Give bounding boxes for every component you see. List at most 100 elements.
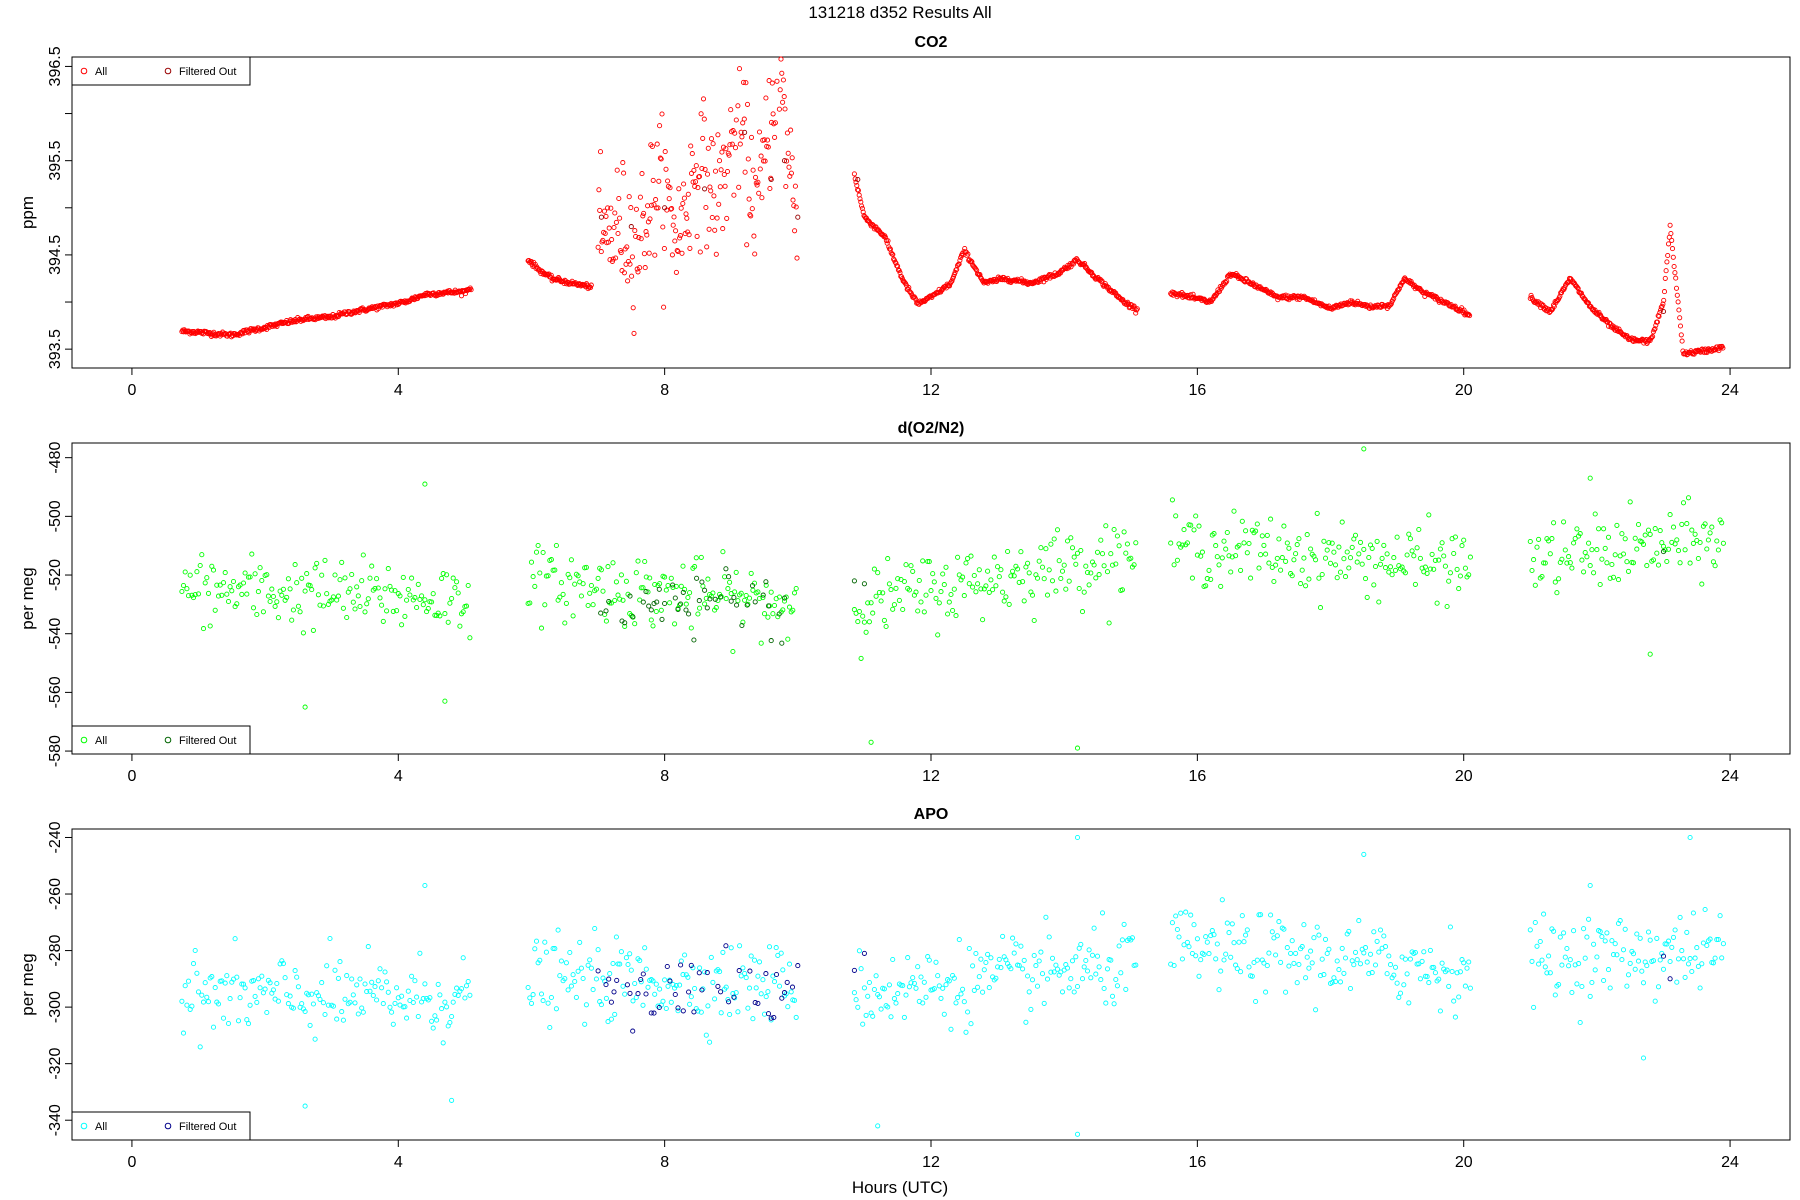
o2n2-all-point xyxy=(1238,567,1244,573)
apo-all-point xyxy=(1391,972,1397,978)
o2n2-all-point xyxy=(908,563,914,569)
o2n2-all-point xyxy=(1645,527,1652,533)
apo-y-tick-label: -320 xyxy=(47,1048,64,1080)
o2n2-all-point xyxy=(985,568,991,574)
o2n2-all-point xyxy=(1278,567,1284,573)
apo-legend-all-label: All xyxy=(95,1121,107,1133)
co2-all-point xyxy=(745,156,751,162)
co2-all-point xyxy=(763,95,769,101)
o2n2-all-point xyxy=(875,570,881,576)
o2n2-all-point xyxy=(315,592,321,598)
apo-all-point xyxy=(717,969,723,975)
apo-all-point xyxy=(863,1012,869,1018)
o2n2-all-point xyxy=(1416,526,1422,533)
apo-filtered-out-point xyxy=(765,1011,772,1017)
apo-all-point xyxy=(440,1040,446,1046)
apo-filtered-out-point xyxy=(608,999,614,1005)
apo-filtered-out-point xyxy=(635,991,641,997)
apo-all-point xyxy=(542,939,548,945)
o2n2-all-point xyxy=(1381,542,1387,548)
o2n2-all-point xyxy=(1091,562,1097,568)
o2n2-all-point xyxy=(354,584,360,590)
o2n2-all-point xyxy=(212,607,218,613)
o2n2-all-point xyxy=(1549,536,1555,542)
o2n2-all-point xyxy=(780,607,786,613)
apo-all-point xyxy=(753,985,759,991)
apo-all-point xyxy=(572,978,578,985)
o2n2-legend-filtered-out-label: Filtered Out xyxy=(179,735,236,747)
o2n2-all-point xyxy=(1456,586,1462,592)
o2n2-all-point xyxy=(1319,571,1325,578)
o2n2-all-point xyxy=(617,596,623,602)
o2n2-all-point xyxy=(723,596,729,602)
o2n2-all-point xyxy=(791,590,798,596)
co2-all-point xyxy=(751,233,757,239)
apo-all-point xyxy=(1577,1019,1583,1026)
co2-all-point xyxy=(685,191,691,197)
apo-all-point xyxy=(931,986,937,992)
apo-x-tick-label: 16 xyxy=(1188,1154,1206,1171)
apo-all-point xyxy=(1454,970,1460,976)
o2n2-all-point xyxy=(886,581,892,587)
apo-all-point xyxy=(352,1000,358,1006)
apo-all-point xyxy=(1121,921,1127,927)
o2n2-all-point xyxy=(1349,544,1355,550)
o2n2-all-point xyxy=(615,592,621,598)
o2n2-x-tick-label: 12 xyxy=(922,768,940,785)
o2n2-all-point xyxy=(991,554,997,560)
o2n2-all-point xyxy=(775,614,781,620)
o2n2-all-point xyxy=(540,549,546,556)
apo-all-point xyxy=(1625,972,1632,978)
o2n2-all-point xyxy=(359,578,365,584)
o2n2-all-point xyxy=(1352,532,1359,538)
o2n2-all-point xyxy=(1527,538,1533,545)
co2-all-point xyxy=(1667,222,1673,228)
o2n2-all-point xyxy=(1193,513,1199,519)
apo-all-point xyxy=(1536,961,1542,967)
apo-filtered-out-point xyxy=(667,978,673,984)
apo-all-point xyxy=(442,999,448,1005)
o2n2-all-point xyxy=(1667,512,1673,518)
o2n2-all-point xyxy=(1619,531,1625,537)
apo-x-tick-label: 0 xyxy=(127,1154,136,1171)
o2n2-all-point xyxy=(369,563,375,569)
apo-title: APO xyxy=(914,806,949,823)
o2n2-all-point xyxy=(920,558,926,564)
apo-all-point xyxy=(891,996,897,1002)
co2-all-point xyxy=(1665,241,1672,247)
apo-all-point xyxy=(638,979,644,985)
co2-all-point xyxy=(1582,296,1588,302)
o2n2-all-point xyxy=(692,564,698,570)
apo-all-point xyxy=(379,985,385,991)
apo-all-point xyxy=(189,1003,195,1009)
o2n2-all-point xyxy=(1168,540,1174,546)
co2-all-point xyxy=(676,186,682,192)
co2-all-point xyxy=(608,205,614,211)
o2n2-filtered-out-point xyxy=(760,592,766,598)
o2n2-all-point xyxy=(367,575,373,581)
co2-all-point xyxy=(746,196,752,202)
apo-all-point xyxy=(563,960,569,966)
apo-filtered-out-point xyxy=(611,989,617,995)
o2n2-all-point xyxy=(1441,553,1447,559)
co2-all-point xyxy=(790,197,796,203)
apo-all-point xyxy=(1672,927,1678,933)
apo-all-point xyxy=(786,961,793,967)
apo-all-point xyxy=(1374,938,1380,944)
o2n2-all-point xyxy=(1273,562,1279,568)
o2n2-filtered-out-point xyxy=(731,594,737,601)
o2n2-all-point xyxy=(1241,540,1247,546)
co2-all-point xyxy=(953,267,959,273)
apo-all-point xyxy=(673,983,679,989)
o2n2-all-point xyxy=(1198,553,1204,559)
o2n2-all-point xyxy=(1379,555,1385,561)
o2n2-all-point xyxy=(553,542,559,549)
apo-all-point xyxy=(920,1000,926,1006)
apo-all-point xyxy=(1402,956,1408,962)
o2n2-all-point xyxy=(320,603,326,609)
apo-all-point xyxy=(237,995,243,1001)
o2n2-all-point xyxy=(963,560,969,566)
apo-all-point xyxy=(1670,934,1677,940)
co2-all-point xyxy=(642,265,648,271)
apo-all-point xyxy=(382,969,388,975)
